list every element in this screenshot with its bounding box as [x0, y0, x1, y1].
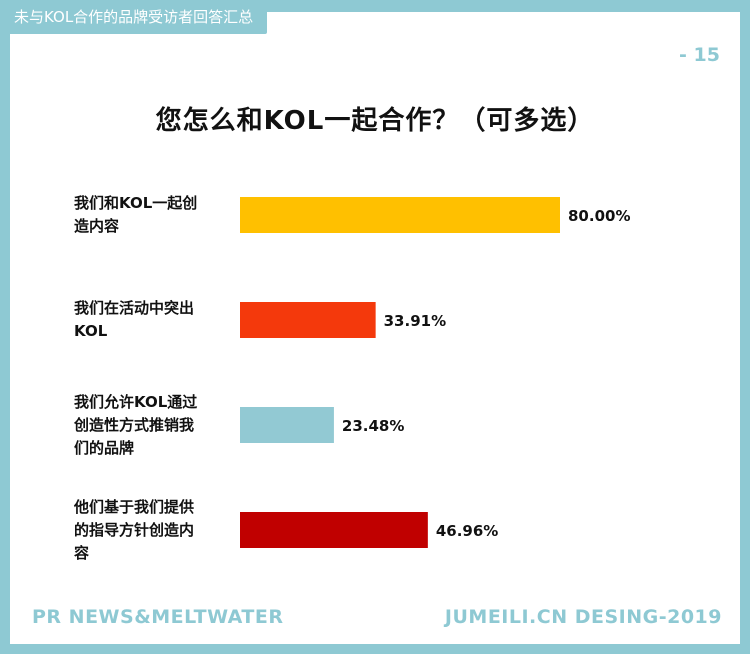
page-number: - 15	[679, 44, 720, 66]
footer-source: PR NEWS&MELTWATER	[32, 606, 284, 628]
bar-4	[240, 512, 428, 548]
bar-value-label-1: 80.00%	[568, 207, 630, 225]
category-label-3: 我们允许KOL通过 创造性方式推销我 们的品牌	[74, 392, 198, 457]
bar-value-label-4: 46.96%	[436, 522, 498, 540]
category-label-2: 我们在活动中突出 KOL	[74, 299, 195, 340]
bar-1	[240, 197, 560, 233]
bar-2	[240, 302, 376, 338]
header-tag: 未与KOL合作的品牌受访者回答汇总	[0, 0, 268, 34]
footer-credit: JUMEILI.CN DESING-2019	[444, 606, 722, 628]
chart-title: 您怎么和KOL一起合作？（可多选）	[155, 106, 595, 136]
bar-3	[240, 407, 334, 443]
bar-value-label-3: 23.48%	[342, 417, 404, 435]
category-label-1: 我们和KOL一起创 造内容	[74, 194, 198, 235]
bar-value-label-2: 33.91%	[384, 312, 446, 330]
category-label-4: 他们基于我们提供 的指导方针创造内容	[74, 497, 195, 562]
